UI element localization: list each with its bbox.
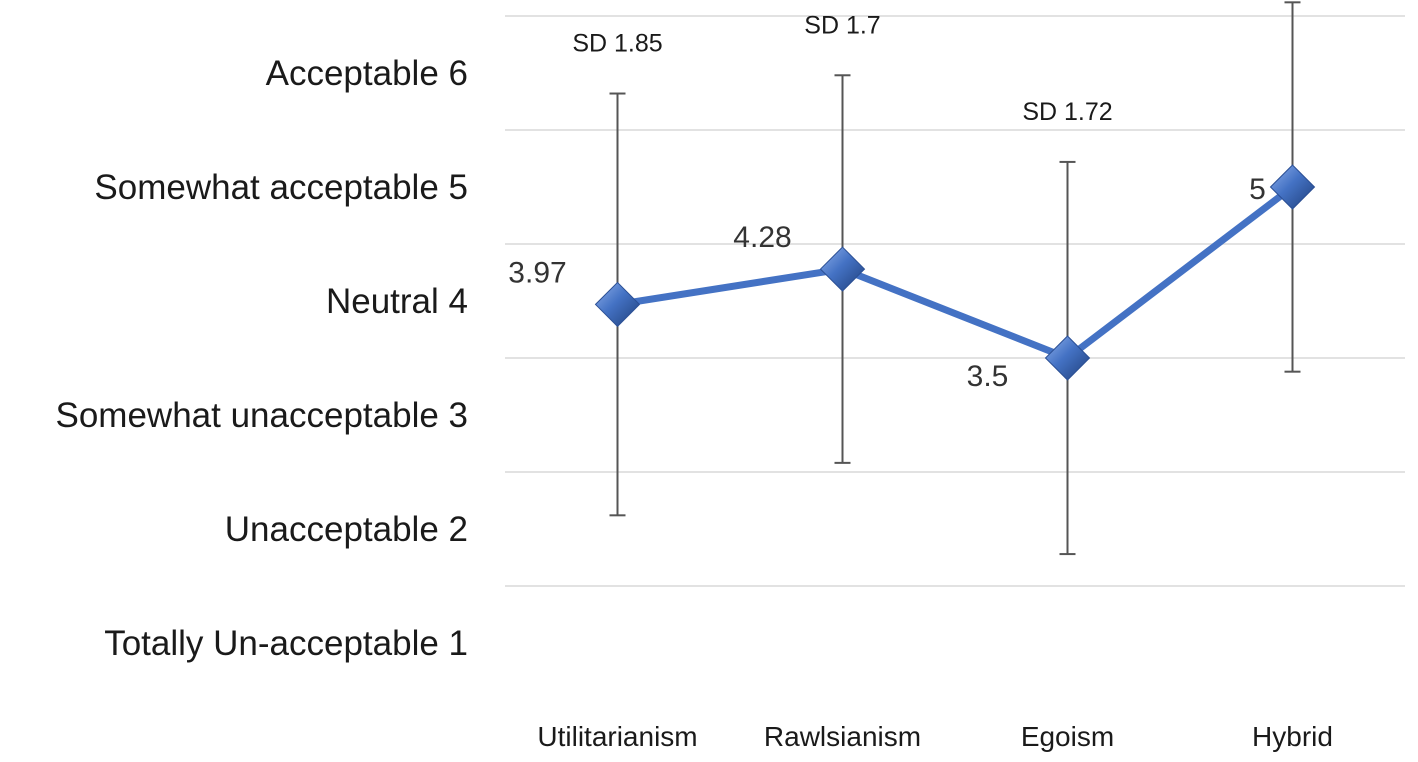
data-point-utilitarianism <box>594 281 641 328</box>
y-tick-label-3: Somewhat unacceptable 3 <box>56 396 469 435</box>
sd-label-2: SD 1.72 <box>1022 98 1112 126</box>
data-point-rawlsianism <box>819 246 866 292</box>
data-point-hybrid <box>1269 164 1316 210</box>
value-label-0: 3.97 <box>508 256 566 289</box>
y-tick-label-1: Totally Un-acceptable 1 <box>104 624 468 663</box>
sd-label-1: SD 1.7 <box>804 11 880 39</box>
x-tick-label-hybrid: Hybrid <box>1252 721 1333 752</box>
data-markers <box>594 164 1316 381</box>
y-tick-label-4: Neutral 4 <box>326 282 468 321</box>
value-label-3: 5 <box>1249 173 1266 206</box>
gridlines <box>505 15 1405 587</box>
y-axis-labels: Totally Acceptable 7Acceptable 6Somewhat… <box>56 54 469 663</box>
data-point-egoism <box>1044 335 1091 381</box>
x-axis-labels: Utilitarianism Rawlsianism Egoism Hybrid <box>537 721 1333 752</box>
sd-label-0: SD 1.85 <box>572 30 662 58</box>
value-label-1: 4.28 <box>733 221 791 254</box>
y-tick-label-6: Acceptable 6 <box>266 54 468 93</box>
series-line <box>614 183 1296 362</box>
x-tick-label-rawlsianism: Rawlsianism <box>764 721 921 752</box>
x-tick-label-utilitarianism: Utilitarianism <box>537 721 697 752</box>
value-label-2: 3.5 <box>967 360 1009 393</box>
x-tick-label-egoism: Egoism <box>1021 721 1114 752</box>
y-tick-label-5: Somewhat acceptable 5 <box>94 168 468 207</box>
y-tick-label-2: Unacceptable 2 <box>225 510 468 549</box>
series-line-path <box>614 183 1296 362</box>
